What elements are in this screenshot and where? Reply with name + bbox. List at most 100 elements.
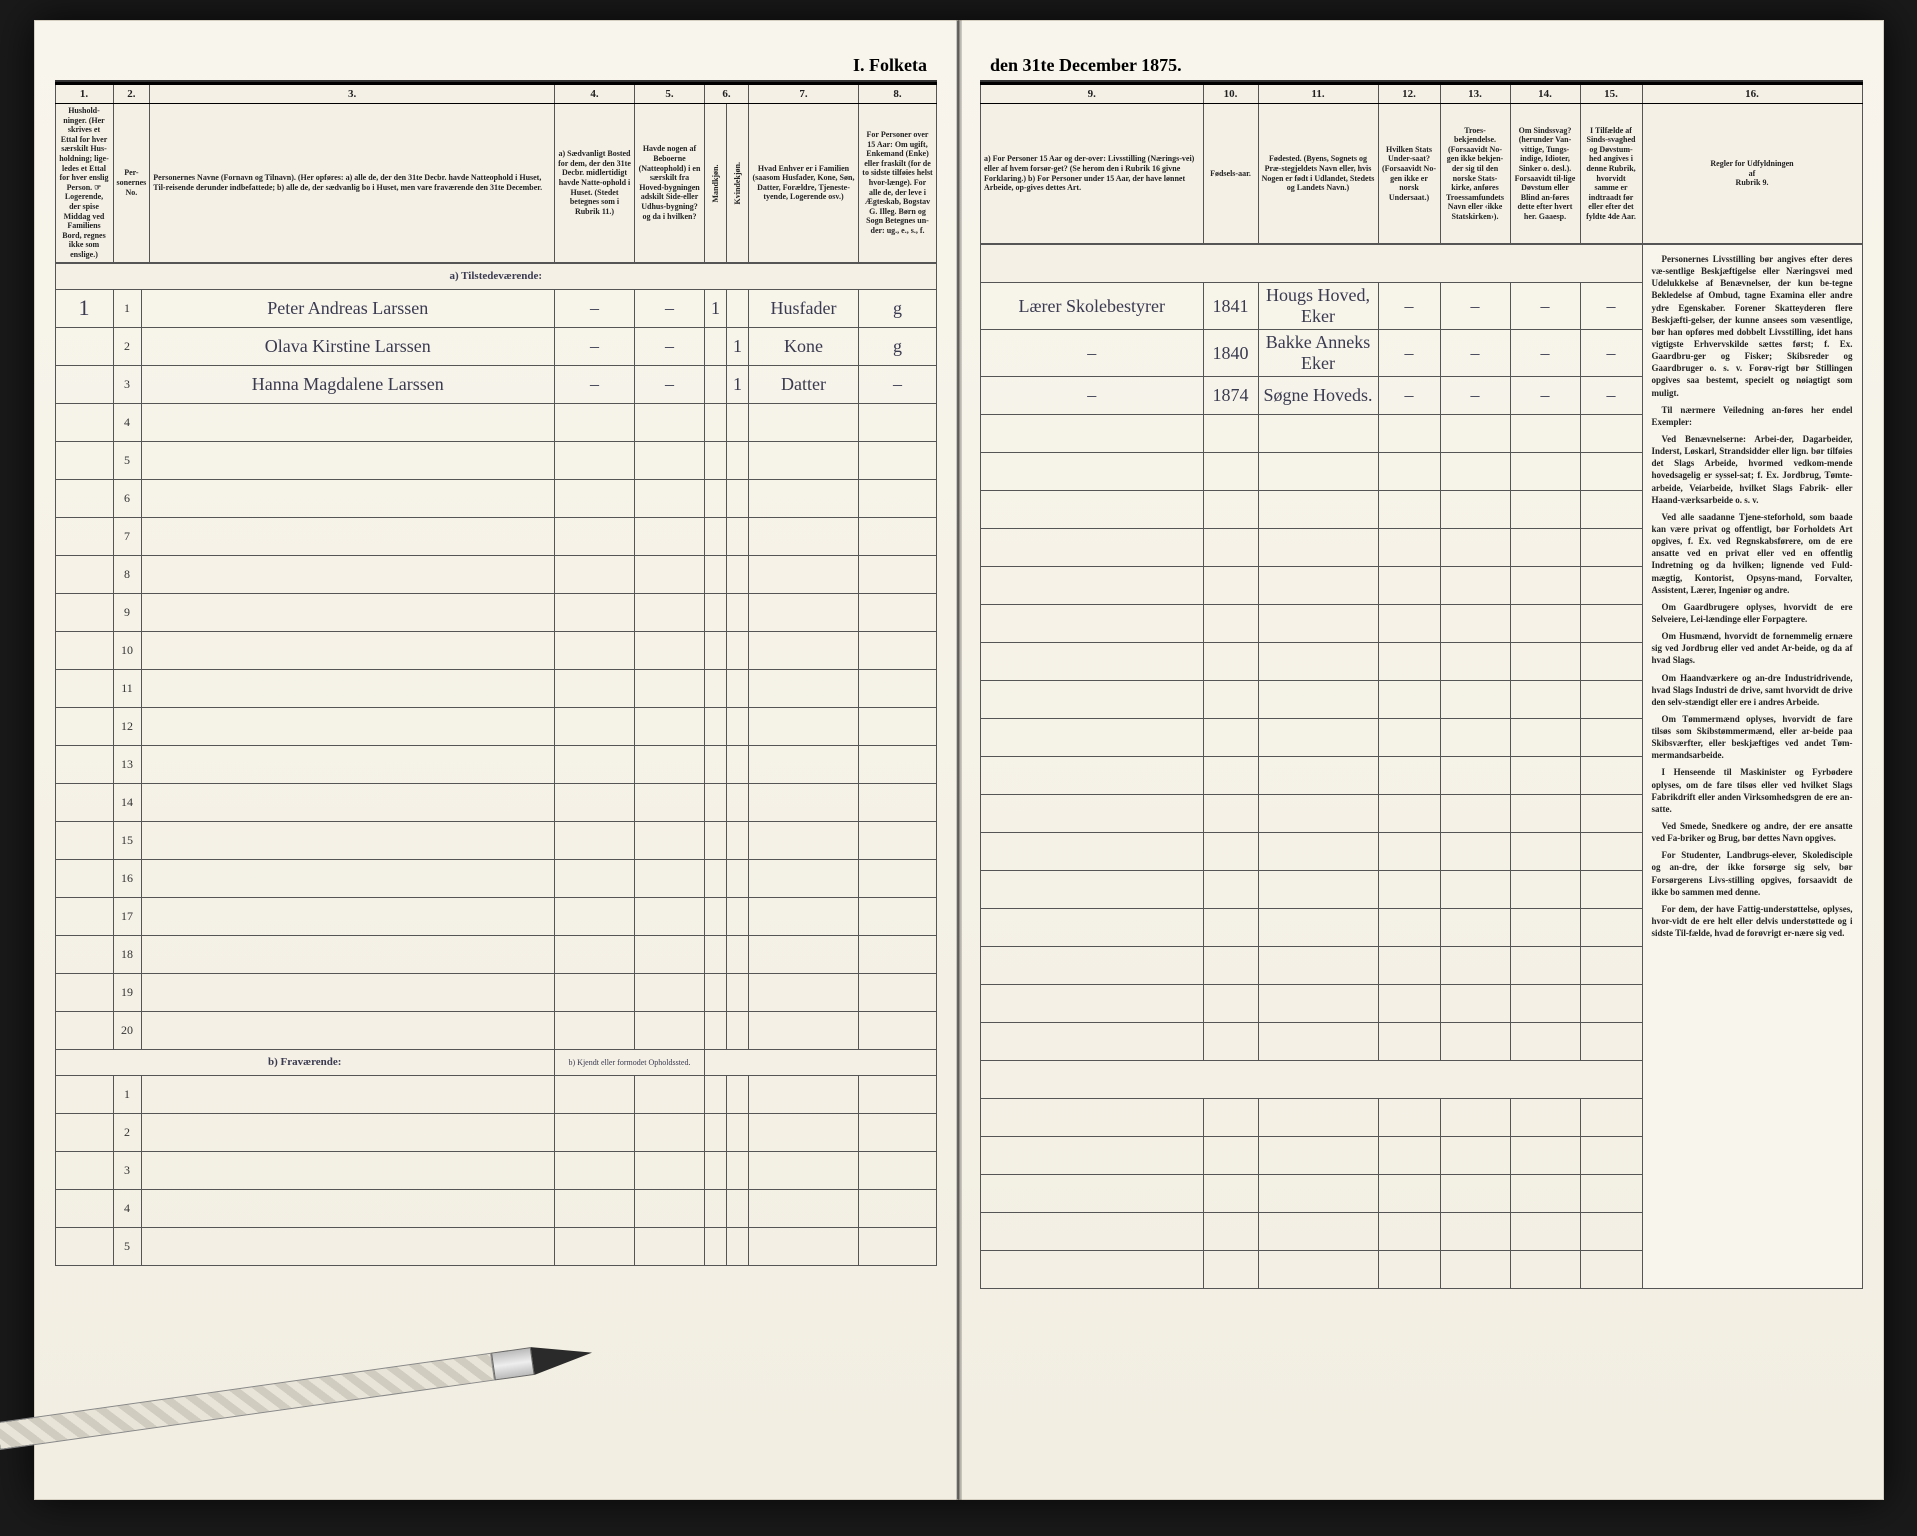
table-row: 3 Hanna Magdalene Larssen – – 1 Datter –	[55, 365, 937, 403]
book-spine	[956, 20, 962, 1500]
table-row: 19	[55, 973, 937, 1011]
hdr-6b: Kvindekjøn.	[727, 104, 749, 263]
cell-c5: –	[635, 289, 705, 327]
cell-c12: –	[1378, 330, 1440, 377]
hdr-5: Havde nogen af Beboerne (Natteophold) i …	[635, 104, 705, 263]
table-row: 20	[55, 1011, 937, 1049]
cell-c14: –	[1510, 377, 1580, 415]
table-row: 16	[55, 859, 937, 897]
rownum: 8	[113, 555, 141, 593]
table-row: 4	[55, 403, 937, 441]
cell-c14: –	[1510, 330, 1580, 377]
colnum-15: 15.	[1580, 84, 1642, 104]
cell-c10: 1841	[1203, 283, 1258, 330]
right-page: den 31te December 1875. 9. 10. 11. 12. 1…	[959, 20, 1884, 1500]
hdr-9: a) For Personer 15 Aar og der-over: Livs…	[981, 104, 1204, 244]
colnum-11: 11.	[1258, 84, 1378, 104]
instr-p: Om Husmænd, hvorvidt de fornemmelig ernæ…	[1652, 630, 1853, 666]
colnum-1: 1.	[55, 84, 113, 104]
cell-c9: Lærer Skolebestyrer	[981, 283, 1204, 330]
rownum: 13	[113, 745, 141, 783]
colnum-16: 16.	[1642, 84, 1862, 104]
instr-p: Ved Smede, Snedkere og andre, der ere an…	[1652, 820, 1853, 844]
cell-c10: 1840	[1203, 330, 1258, 377]
cell-hh	[55, 365, 113, 403]
table-row: 1	[55, 1075, 937, 1113]
cell-c9: –	[981, 377, 1204, 415]
cell-c5: –	[635, 327, 705, 365]
table-row: 17	[55, 897, 937, 935]
cell-civ: –	[859, 365, 937, 403]
cell-name: Olava Kirstine Larssen	[141, 327, 555, 365]
table-row: 5	[55, 441, 937, 479]
cell-c13: –	[1440, 377, 1510, 415]
colnum-8: 8.	[859, 84, 937, 104]
section-a-label: a) Tilstedeværende:	[55, 263, 937, 289]
table-row: 2 Olava Kirstine Larssen – – 1 Kone g	[55, 327, 937, 365]
cell-c15: –	[1580, 283, 1642, 330]
cell-c15: –	[1580, 377, 1642, 415]
instr-p: Ved Benævnelserne: Arbei-der, Dagarbeide…	[1652, 433, 1853, 506]
colnum-3: 3.	[150, 84, 555, 104]
instr-p: I Henseende til Maskinister og Fyrbødere…	[1652, 766, 1853, 815]
instr-p: Til nærmere Veiledning an-føres her ende…	[1652, 404, 1853, 428]
rownum: 5	[113, 441, 141, 479]
rownum: 9	[113, 593, 141, 631]
hdr-2: Per-sonernes No.	[113, 104, 150, 263]
hdr-16: Regler for Udfyldningen af Rubrik 9.	[1642, 104, 1862, 244]
colnum-7: 7.	[749, 84, 859, 104]
rownum: 18	[113, 935, 141, 973]
colnum-14: 14.	[1510, 84, 1580, 104]
cell-fam: Husfader	[749, 289, 859, 327]
colnum-6: 6.	[705, 84, 749, 104]
colnum-9: 9.	[981, 84, 1204, 104]
table-row: 9	[55, 593, 937, 631]
rownum: 4	[113, 403, 141, 441]
section-b-label: b) Fraværende:	[55, 1049, 555, 1075]
instr-p: Om Tømmermænd oplyses, hvorvidt de fare …	[1652, 713, 1853, 762]
cell-hh: 1	[55, 289, 113, 327]
cell-c12: –	[1378, 377, 1440, 415]
left-body-table: a) Tilstedeværende: 1 1 Peter Andreas La…	[55, 263, 938, 1266]
cell-c11: Hougs Hoved, Eker	[1258, 283, 1378, 330]
cell-c15: –	[1580, 330, 1642, 377]
rownum: 19	[113, 973, 141, 1011]
left-page: I. Folketa 1. 2. 3. 4. 5. 6. 7. 8. Husho…	[34, 20, 960, 1500]
hdr-7: Hvad Enhver er i Familien (saasom Husfad…	[749, 104, 859, 263]
rownum: 10	[113, 631, 141, 669]
colnum-13: 13.	[1440, 84, 1510, 104]
census-book: I. Folketa 1. 2. 3. 4. 5. 6. 7. 8. Husho…	[34, 20, 1884, 1500]
cell-name: Peter Andreas Larssen	[141, 289, 555, 327]
hdr-13: Troes-bekjendelse. (Forsaavidt No-gen ik…	[1440, 104, 1510, 244]
table-row: 11	[55, 669, 937, 707]
rownum: 15	[113, 821, 141, 859]
cell-c4: –	[555, 365, 635, 403]
table-row: 13	[55, 745, 937, 783]
rownum: 11	[113, 669, 141, 707]
cell-c12: –	[1378, 283, 1440, 330]
hdr-14: Om Sindssvag? (herunder Van-vittige, Tun…	[1510, 104, 1580, 244]
colnum-12: 12.	[1378, 84, 1440, 104]
cell-civ: g	[859, 289, 937, 327]
cell-name: Hanna Magdalene Larssen	[141, 365, 555, 403]
right-header-table: 9. 10. 11. 12. 13. 14. 15. 16. a) For Pe…	[980, 82, 1863, 244]
cell-c11: Bakke Anneks Eker	[1258, 330, 1378, 377]
instr-p: Om Gaardbrugere oplyses, hvorvidt de ere…	[1652, 601, 1853, 625]
instr-p: Om Haandværkere og an-dre Industridriven…	[1652, 672, 1853, 708]
cell-c9: –	[981, 330, 1204, 377]
table-row: 8	[55, 555, 937, 593]
cell-num: 3	[113, 365, 141, 403]
cell-fam: Kone	[749, 327, 859, 365]
rownum: 14	[113, 783, 141, 821]
cell-c13: –	[1440, 330, 1510, 377]
table-row: 1 1 Peter Andreas Larssen – – 1 Husfader…	[55, 289, 937, 327]
hdr-3: Personernes Navne (Fornavn og Tilnavn). …	[150, 104, 555, 263]
cell-c10: 1874	[1203, 377, 1258, 415]
colnum-4: 4.	[555, 84, 635, 104]
cell-hh	[55, 327, 113, 365]
cell-num: 2	[113, 327, 141, 365]
rownum: 16	[113, 859, 141, 897]
cell-m	[705, 327, 727, 365]
hdr-1: Hushold- ninger. (Her skrives et Ettal f…	[55, 104, 113, 263]
instr-p: For dem, der have Fattig-understøttelse,…	[1652, 903, 1853, 939]
